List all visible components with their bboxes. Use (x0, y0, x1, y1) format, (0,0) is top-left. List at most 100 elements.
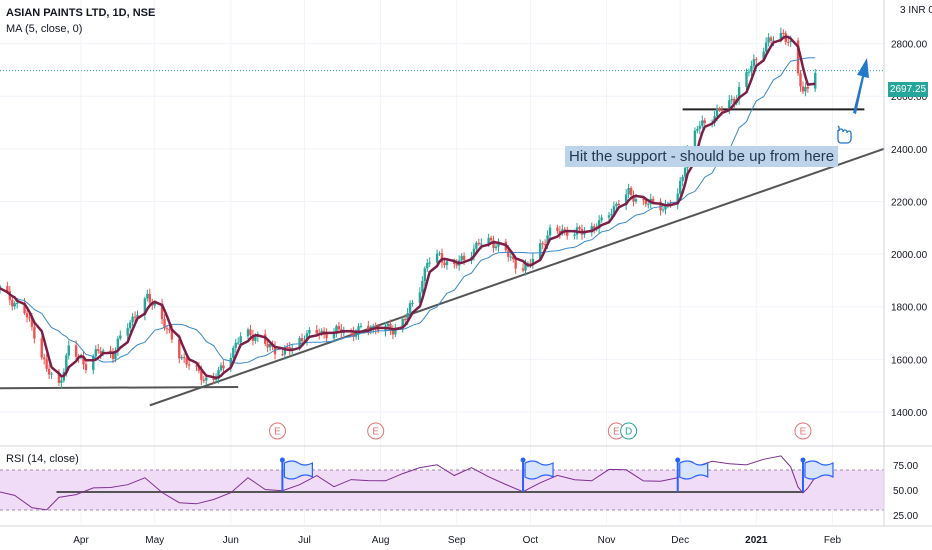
candle-body (678, 181, 682, 194)
candle-body (389, 323, 392, 331)
candle-body (647, 203, 650, 205)
candle-body (246, 329, 250, 337)
candle-body (455, 264, 458, 266)
candle-body (376, 329, 380, 332)
candle-body (629, 187, 633, 195)
candle-body (578, 227, 581, 230)
candle-body (546, 235, 549, 245)
candle-body (558, 230, 562, 234)
candle-body (11, 300, 14, 307)
candle-body (325, 333, 328, 339)
trendline-layer (0, 70, 885, 493)
x-tick-label: Jul (298, 535, 311, 546)
candle-body (352, 331, 355, 337)
candle-body (507, 250, 510, 257)
candle-body (160, 303, 164, 320)
candle-body (624, 194, 628, 206)
candle-body (197, 366, 201, 371)
candle-body (182, 357, 186, 359)
candle-body (126, 328, 129, 336)
candle-body (676, 193, 679, 205)
candle-body (634, 199, 638, 202)
y-tick-label: 2200.00 (891, 197, 928, 208)
x-tick-label: Jun (223, 535, 239, 546)
candle-body (195, 365, 198, 367)
candle-body (94, 349, 97, 357)
candle-body (701, 120, 704, 126)
candle-body (232, 347, 235, 358)
rsi-line (0, 455, 816, 511)
candle-body (57, 373, 61, 383)
candle-body (335, 326, 338, 333)
candle-body (406, 312, 409, 321)
flag-icon (679, 460, 709, 480)
candle-body (254, 336, 257, 341)
candle-body (146, 293, 149, 299)
rsi-tick-label: 25.00 (893, 511, 918, 522)
candle-body (82, 357, 85, 365)
candle-body (97, 349, 100, 352)
candle-body (217, 370, 220, 379)
candle-body (394, 327, 397, 335)
rsi-tick-label: 50.00 (893, 486, 918, 497)
flags-layer (279, 457, 834, 492)
candle-body (487, 237, 490, 244)
candle-body (45, 359, 48, 369)
candle-body (234, 342, 237, 348)
candle-body (354, 334, 358, 337)
candle-body (453, 261, 456, 265)
rsi-band (0, 470, 884, 510)
symbol-legend[interactable]: ASIAN PAINTS LTD, 1D, NSE (6, 7, 156, 19)
candle-body (597, 220, 601, 229)
candle-body (357, 326, 360, 335)
candle-body (593, 226, 596, 229)
annotation-note[interactable]: Hit the support - should be up from here (565, 146, 839, 167)
candle-body (305, 333, 309, 341)
candle-body (573, 234, 576, 236)
candle-body (403, 318, 407, 321)
currency-label[interactable]: 3 INR 0 (900, 5, 932, 16)
ma-legend[interactable]: MA (5, close, 0) (6, 23, 83, 35)
x-tick-label: Oct (523, 535, 539, 546)
candle-body (214, 378, 218, 380)
pointer-hand-icon (837, 125, 852, 144)
candle-body (170, 329, 174, 340)
candle-body (703, 120, 706, 124)
x-tick-label: Apr (73, 535, 89, 546)
candle-body (590, 226, 593, 233)
candle-body (494, 246, 498, 249)
candle-body (730, 98, 733, 101)
event-marker-label: E (613, 427, 620, 438)
candle-body (539, 243, 542, 259)
candle-body (755, 59, 758, 61)
candle-body (566, 230, 569, 236)
candle-body (779, 32, 783, 41)
candle-body (627, 187, 630, 195)
y-tick-label: 1800.00 (891, 303, 928, 314)
event-marker-label: E (800, 427, 807, 438)
x-tick-label: 2021 (745, 535, 768, 546)
candle-body (308, 329, 311, 334)
candle-body (475, 242, 478, 249)
candle-body (804, 86, 807, 92)
candle-body (548, 227, 552, 236)
flag-pole-top (800, 457, 806, 463)
candle-body (23, 302, 26, 314)
candle-body (521, 268, 525, 271)
candle-body (659, 201, 662, 211)
rsi-legend[interactable]: RSI (14, close) (6, 453, 79, 465)
candle-body (715, 108, 719, 117)
candle-body (617, 203, 620, 206)
candle-body (644, 200, 648, 205)
candle-body (477, 242, 481, 245)
ma-layer (0, 35, 816, 380)
candle-body (153, 303, 156, 306)
candle-body (426, 262, 429, 269)
candle-body (202, 379, 206, 381)
candle-body (681, 176, 684, 182)
candle-body (752, 59, 756, 66)
candle-body (143, 298, 147, 316)
flag-icon (804, 460, 834, 480)
